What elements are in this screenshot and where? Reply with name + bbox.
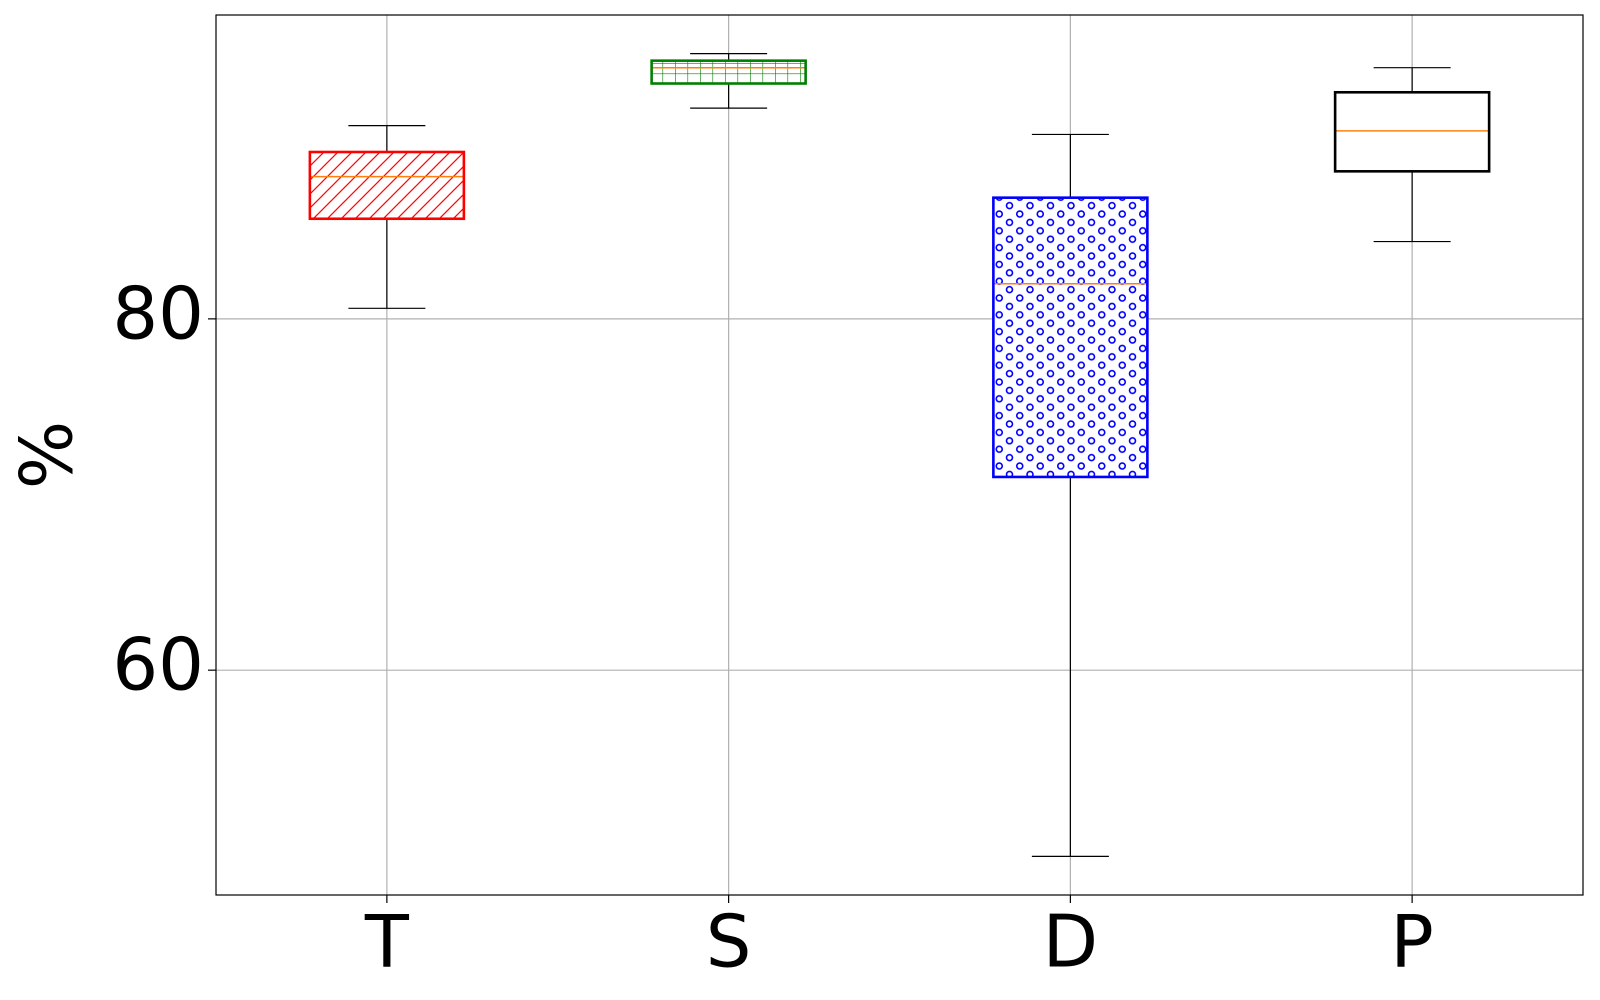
x-tick-label: P bbox=[1390, 900, 1433, 984]
box-d bbox=[992, 133, 1149, 857]
box-outline bbox=[992, 196, 1149, 479]
box-p bbox=[1333, 67, 1491, 243]
box-hatch bbox=[993, 197, 1148, 477]
box-s bbox=[650, 53, 807, 109]
x-tick-label: T bbox=[364, 900, 410, 984]
box-t bbox=[308, 125, 466, 309]
box-background bbox=[1335, 92, 1490, 172]
x-tick-label: D bbox=[1043, 900, 1098, 984]
boxes bbox=[308, 53, 1491, 857]
x-tick-label: S bbox=[706, 900, 752, 984]
y-tick-label: 60 bbox=[112, 623, 204, 707]
plot-frame bbox=[215, 14, 1584, 896]
box-outline bbox=[1333, 90, 1491, 173]
axis-ticks: 60 80 T S D P bbox=[112, 271, 1433, 983]
box-outline bbox=[650, 59, 807, 85]
y-tick-label: 80 bbox=[112, 271, 204, 355]
box-hatch bbox=[651, 60, 806, 84]
y-axis-label: % bbox=[5, 421, 89, 489]
box-outline bbox=[308, 150, 466, 221]
box-hatch bbox=[309, 152, 464, 219]
